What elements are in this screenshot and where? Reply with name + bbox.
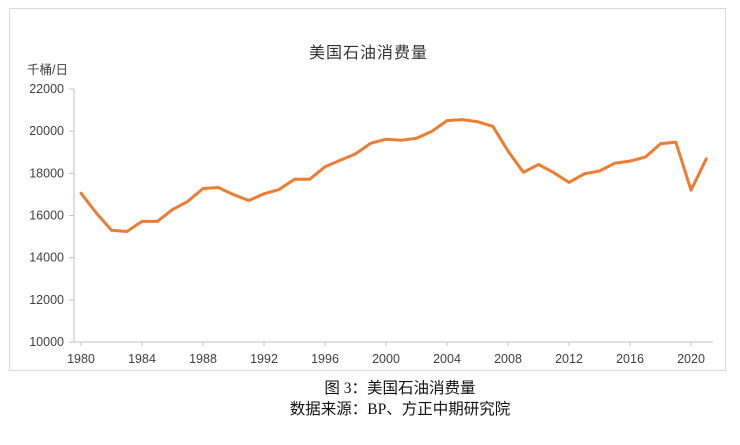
y-tick-label: 12000	[29, 293, 64, 307]
x-tick-label: 1992	[250, 352, 278, 366]
x-tick-label: 2012	[555, 352, 583, 366]
y-tick-label: 14000	[29, 251, 64, 265]
x-tick-label: 2004	[433, 352, 461, 366]
line-chart: 10000 12000 14000 16000 18000 20000 22000 1980 1…	[29, 82, 713, 366]
chart-title: 美国石油消费量	[308, 45, 428, 62]
x-tick-label: 1984	[128, 352, 156, 366]
consumption-line	[79, 118, 708, 233]
chart-frame: 美国石油消费量 千桶/日 10000 12000 14000 16000 18000 20…	[9, 8, 726, 371]
y-tick-label: 20000	[29, 124, 64, 138]
x-tick-label: 1988	[189, 352, 217, 366]
x-tick-label: 2016	[616, 352, 644, 366]
y-tick-label: 10000	[29, 335, 64, 349]
figure-caption-title: 图 3：美国石油消费量	[324, 380, 476, 397]
x-tick-label: 1980	[67, 352, 95, 366]
x-tick-label: 2000	[372, 352, 400, 366]
x-tick-label: 2020	[677, 352, 705, 366]
figure-caption-source: 数据来源：BP、方正中期研究院	[289, 401, 511, 418]
y-tick-label: 16000	[29, 209, 64, 223]
y-tick-label: 18000	[29, 166, 64, 180]
x-tick-label: 1996	[311, 352, 339, 366]
figure-caption: 图 3：美国石油消费量 数据来源：BP、方正中期研究院	[0, 378, 740, 420]
y-axis-unit-label: 千桶/日	[27, 63, 68, 77]
x-tick-label: 2008	[494, 352, 522, 366]
y-tick-label: 22000	[29, 82, 64, 96]
